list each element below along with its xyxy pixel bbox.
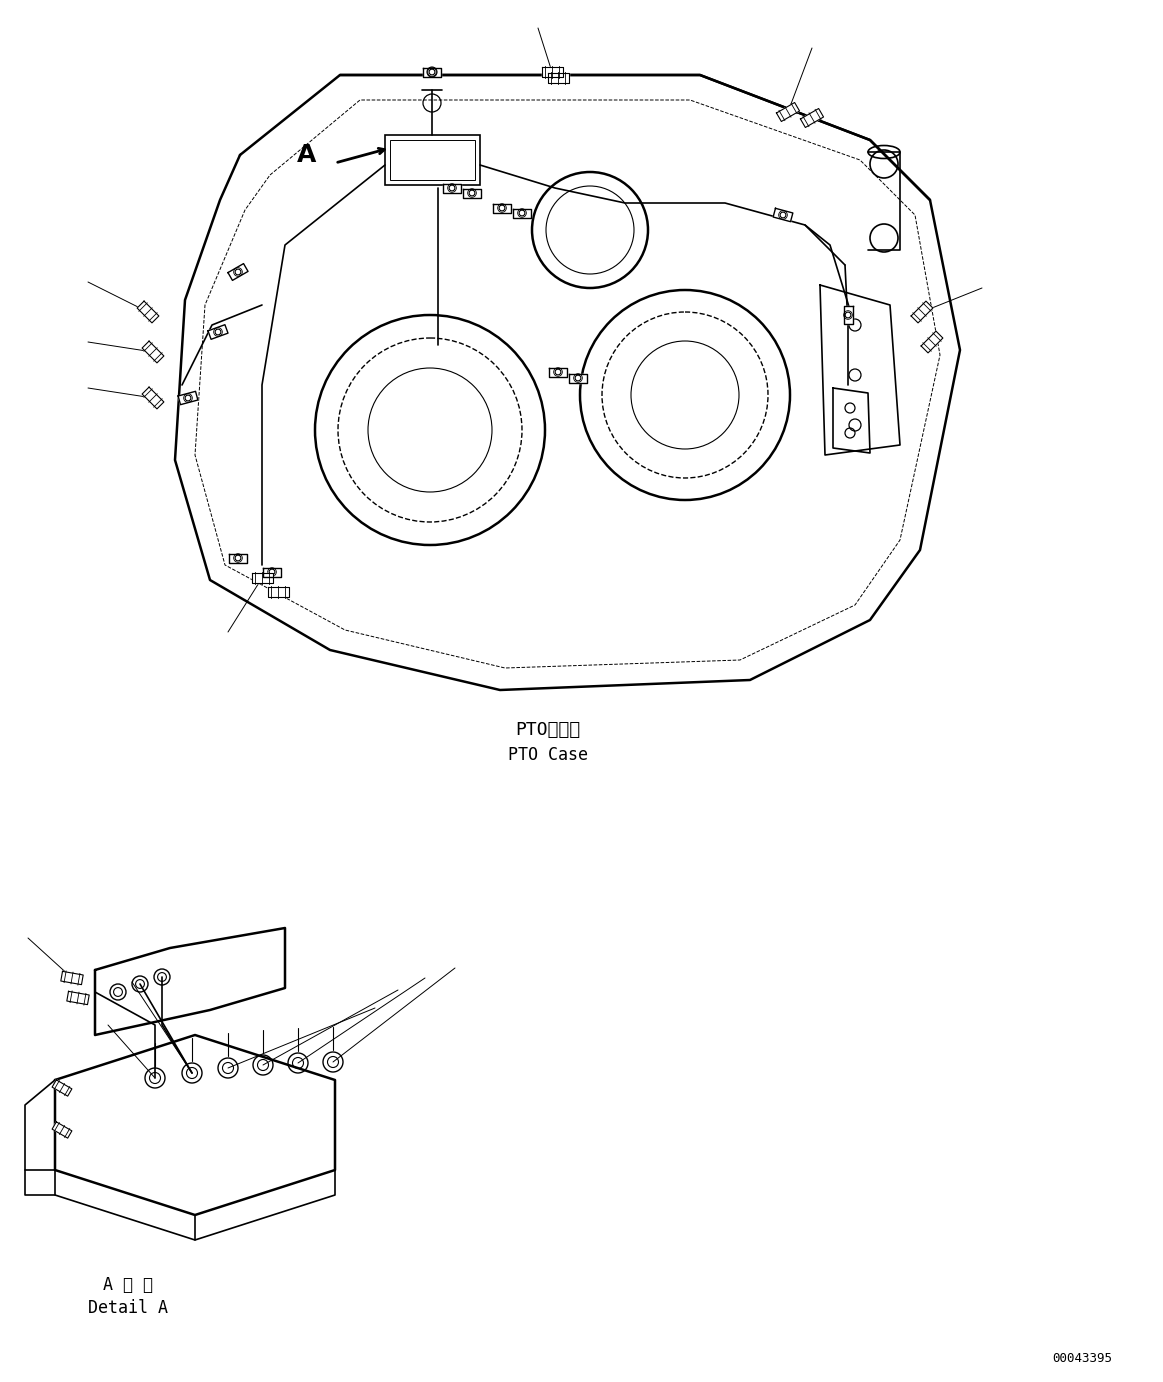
Polygon shape (228, 264, 248, 281)
Polygon shape (178, 391, 198, 405)
Polygon shape (137, 301, 159, 323)
Text: PTOケース: PTOケース (515, 721, 580, 739)
Polygon shape (443, 184, 461, 192)
Text: A 詳 細: A 詳 細 (104, 1276, 154, 1294)
Polygon shape (263, 568, 281, 576)
Polygon shape (569, 373, 587, 383)
Polygon shape (493, 203, 511, 213)
Polygon shape (229, 554, 247, 562)
Text: PTO Case: PTO Case (508, 746, 588, 764)
Polygon shape (251, 574, 272, 583)
Polygon shape (843, 305, 852, 323)
Polygon shape (142, 341, 164, 363)
Text: Detail A: Detail A (88, 1299, 167, 1317)
Polygon shape (921, 332, 943, 352)
Text: 00043395: 00043395 (1053, 1352, 1112, 1364)
Polygon shape (548, 73, 569, 83)
Polygon shape (800, 109, 823, 127)
Polygon shape (773, 209, 793, 221)
Text: A: A (298, 142, 316, 167)
Polygon shape (513, 209, 531, 217)
Polygon shape (142, 387, 164, 409)
Polygon shape (549, 368, 568, 376)
Polygon shape (542, 68, 563, 77)
Polygon shape (60, 972, 84, 984)
Bar (385, 135, 480, 185)
Polygon shape (423, 68, 441, 76)
Polygon shape (66, 991, 90, 1005)
Polygon shape (52, 1122, 72, 1139)
Polygon shape (911, 301, 933, 323)
Bar (390, 140, 475, 180)
Polygon shape (463, 188, 481, 198)
Polygon shape (52, 1079, 72, 1096)
Polygon shape (267, 587, 288, 597)
Polygon shape (777, 102, 799, 122)
Polygon shape (208, 325, 228, 340)
